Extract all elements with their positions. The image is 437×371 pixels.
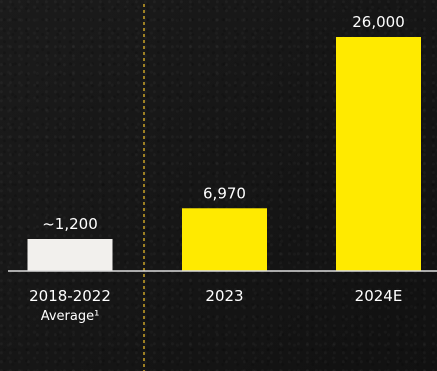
value-label-1: ~1,200 bbox=[42, 215, 98, 233]
value-label-3: 26,000 bbox=[352, 13, 405, 31]
category-label-1-line-2: Average¹ bbox=[41, 309, 100, 324]
category-label-3: 2024E bbox=[355, 287, 403, 305]
bar-1 bbox=[27, 239, 113, 271]
bar-3 bbox=[336, 37, 421, 271]
category-label-1-line-1: 2018-2022 bbox=[29, 287, 111, 305]
category-label-2: 2023 bbox=[205, 287, 243, 305]
value-label-2: 6,970 bbox=[203, 184, 246, 202]
bar-2 bbox=[182, 208, 267, 271]
